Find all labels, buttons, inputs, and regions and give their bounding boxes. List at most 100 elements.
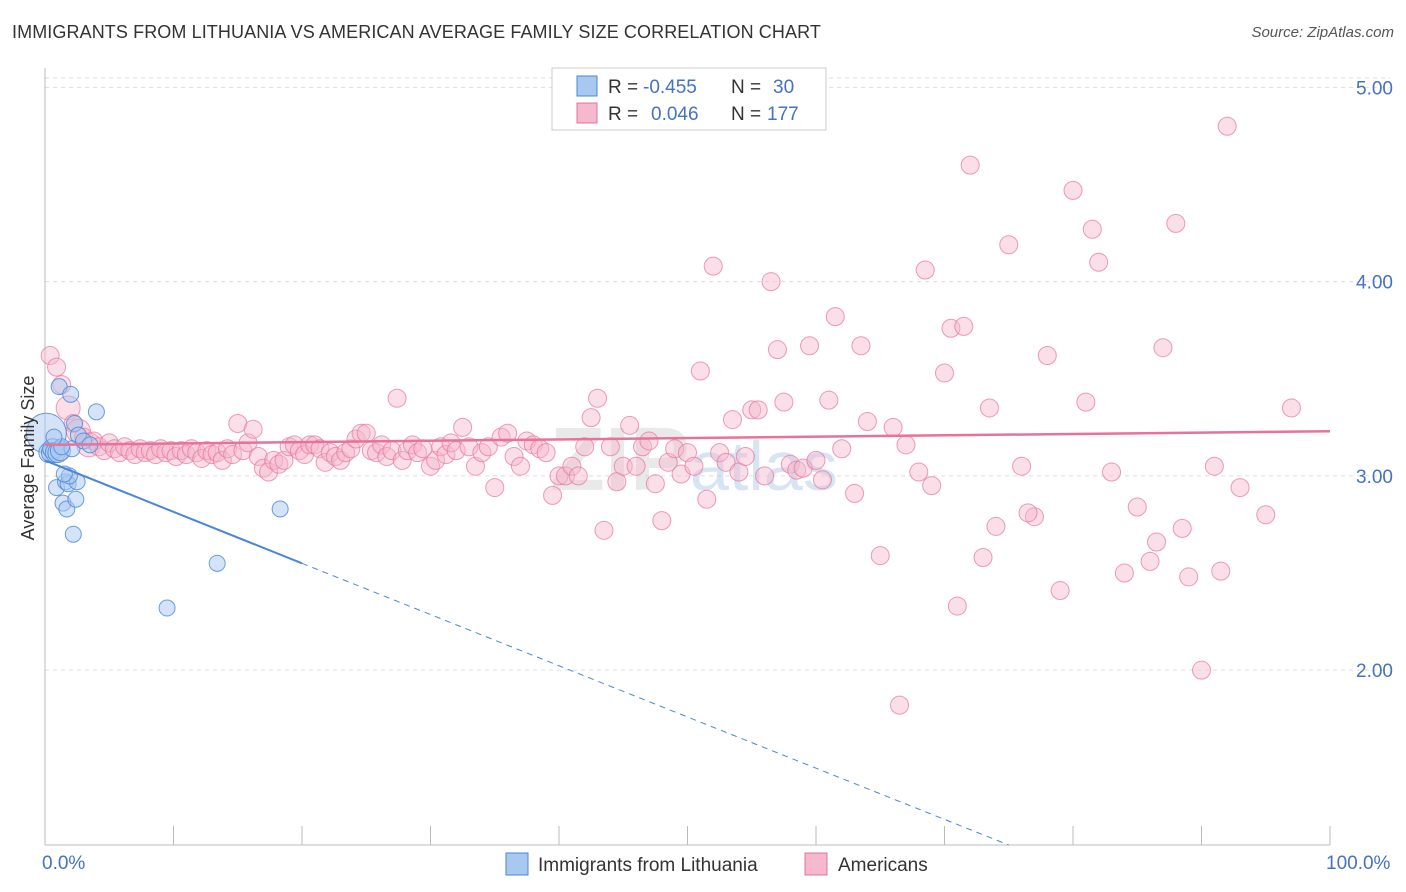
y-tick-label: 4.00 (1356, 273, 1393, 294)
point-lithuania (87, 403, 105, 421)
point-americans (346, 429, 366, 449)
point-americans (392, 450, 412, 470)
point-americans (1179, 567, 1199, 587)
point-americans (600, 437, 620, 457)
point-americans (1256, 505, 1276, 525)
y-tick-label: 3.00 (1356, 467, 1393, 488)
x-ticks (44, 826, 1331, 845)
point-americans (1147, 532, 1167, 552)
point-americans (161, 441, 181, 461)
bottom-legend-swatch-americans (804, 852, 828, 876)
bottom-legend-label-lithuania: Immigrants from Lithuania (538, 855, 758, 876)
point-americans (767, 340, 787, 360)
point-americans (960, 155, 980, 175)
watermark-zip: ZIP (550, 410, 690, 510)
point-americans (690, 361, 710, 381)
series-lithuania-points (25, 378, 289, 617)
legend-n-label-2: N = (731, 104, 761, 125)
point-americans (870, 546, 890, 566)
point-americans (459, 437, 479, 457)
point-lithuania (62, 385, 80, 403)
bottom-legend-label-americans: Americans (838, 855, 928, 876)
legend-n-value-1: 30 (773, 77, 794, 98)
point-americans (510, 456, 530, 476)
point-lithuania (64, 525, 82, 543)
point-americans (504, 447, 524, 466)
point-americans (735, 447, 755, 466)
point-americans (857, 412, 877, 432)
point-americans (243, 419, 263, 439)
point-americans (115, 437, 135, 457)
y-axis-label: Average Family Size (18, 376, 38, 541)
point-americans (1089, 252, 1109, 272)
point-americans (742, 400, 762, 420)
trend-line-americans (44, 429, 1331, 447)
point-americans (549, 466, 569, 486)
point-americans (212, 450, 232, 470)
point-americans (377, 447, 397, 466)
point-americans (1140, 551, 1160, 571)
point-americans (755, 466, 775, 486)
point-americans (248, 447, 268, 466)
point-americans (253, 458, 273, 478)
legend-r-value-1: -0.455 (643, 77, 697, 98)
point-americans (652, 511, 672, 531)
point-americans (812, 470, 832, 490)
legend-swatch-blue (576, 75, 598, 97)
point-americans (485, 478, 505, 498)
watermark-atlas: atlas (690, 427, 838, 505)
point-lithuania (271, 500, 289, 518)
chart-source: Source: ZipAtlas.com (1251, 24, 1394, 41)
point-americans (832, 439, 852, 459)
point-americans (1114, 563, 1134, 583)
legend-r-label-2: R = (608, 104, 638, 125)
point-americans (1012, 456, 1032, 476)
point-americans (722, 410, 742, 430)
point-americans (710, 443, 730, 463)
point-americans (40, 345, 60, 365)
point-americans (703, 256, 723, 276)
point-americans (697, 489, 717, 509)
point-americans (915, 260, 935, 280)
point-americans (453, 417, 473, 437)
point-americans (478, 437, 498, 457)
point-americans (716, 452, 736, 472)
point-americans (588, 388, 608, 408)
point-americans (315, 452, 335, 472)
point-americans (543, 485, 563, 505)
point-americans (851, 336, 871, 356)
point-americans (1153, 338, 1173, 358)
point-americans (356, 423, 376, 443)
point-americans (1037, 345, 1057, 365)
point-americans (269, 454, 289, 474)
point-americans (562, 456, 582, 476)
point-americans (1211, 561, 1231, 581)
point-americans (325, 447, 345, 466)
point-americans (498, 423, 518, 443)
point-americans (1166, 213, 1186, 233)
point-americans (408, 443, 428, 463)
point-americans (1192, 660, 1211, 680)
point-americans (999, 235, 1019, 255)
point-americans (1082, 219, 1102, 239)
point-americans (1281, 398, 1301, 418)
point-americans (665, 439, 685, 459)
point-americans (620, 415, 640, 435)
point-americans (284, 435, 304, 455)
point-americans (896, 435, 916, 455)
point-americans (935, 363, 954, 383)
point-americans (1063, 180, 1083, 200)
point-americans (825, 307, 845, 327)
y-tick-label: 5.00 (1356, 78, 1393, 99)
point-americans (421, 456, 440, 476)
point-lithuania (158, 599, 176, 617)
point-americans (1050, 581, 1070, 601)
point-americans (639, 431, 659, 451)
stats-legend: R = -0.455 N = 30 R = 0.046 N = 177 (551, 67, 827, 131)
y-tick-label: 2.00 (1356, 661, 1393, 682)
point-americans (845, 483, 865, 503)
point-americans (536, 443, 556, 463)
bottom-legend-swatch-lithuania (505, 852, 529, 876)
series-americans-points (40, 116, 1301, 715)
point-americans (922, 476, 942, 496)
